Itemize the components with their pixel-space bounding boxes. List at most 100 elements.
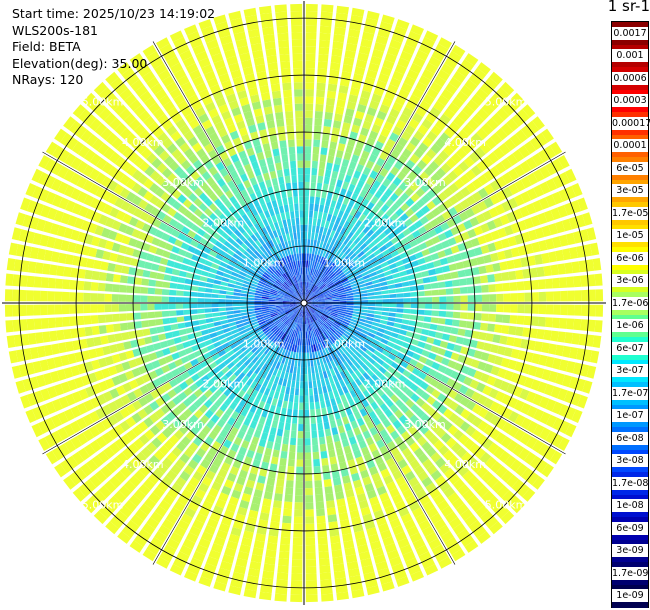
range-gate (250, 321, 259, 326)
range-gate (321, 286, 328, 292)
range-gate (330, 238, 336, 246)
range-gate (158, 524, 171, 537)
range-gate (313, 387, 318, 395)
range-gate (167, 389, 177, 399)
range-gate (299, 309, 302, 317)
range-gate (115, 385, 126, 396)
range-gate (304, 210, 309, 218)
range-gate (151, 360, 161, 369)
range-gate (379, 319, 388, 325)
range-gate (351, 124, 361, 134)
range-gate (434, 243, 444, 252)
range-gate (319, 443, 327, 452)
range-gate (378, 277, 387, 283)
range-gate (269, 309, 277, 312)
range-gate (62, 279, 71, 290)
range-gate (235, 558, 248, 568)
range-gate (376, 379, 385, 388)
range-gate (408, 224, 417, 233)
range-gate (434, 119, 447, 131)
range-gate (495, 465, 508, 479)
range-gate (386, 424, 396, 434)
range-gate (389, 308, 397, 313)
range-gate (311, 225, 316, 233)
range-gate (307, 267, 310, 275)
range-gate (84, 269, 93, 280)
range-gate (467, 367, 477, 378)
range-gate (238, 399, 247, 408)
range-gate (146, 517, 160, 530)
range-gate (146, 76, 160, 89)
range-gate (451, 548, 466, 562)
ray (304, 62, 491, 303)
range-gate (399, 384, 409, 393)
range-gate (90, 282, 99, 291)
range-gate (201, 425, 212, 435)
range-gate (289, 444, 296, 453)
range-gate (313, 139, 321, 148)
range-gate (178, 349, 187, 358)
range-gate (179, 470, 191, 482)
range-gate (290, 437, 297, 446)
range-gate (317, 308, 324, 312)
range-gate (125, 350, 135, 360)
range-gate (233, 220, 241, 229)
range-gate (489, 304, 497, 312)
range-gate (291, 314, 297, 321)
range-gate (392, 327, 401, 334)
range-gate (348, 199, 356, 208)
range-gate (265, 357, 272, 365)
range-gate (365, 192, 374, 201)
range-gate (204, 379, 214, 389)
range-gate (290, 314, 296, 321)
range-gate (264, 149, 272, 159)
range-gate (140, 295, 148, 302)
range-gate (402, 550, 416, 562)
range-gate (133, 470, 146, 482)
range-gate (400, 324, 409, 330)
range-gate (374, 370, 383, 379)
range-gate (483, 197, 494, 209)
range-gate (113, 103, 127, 116)
range-gate (496, 107, 510, 121)
range-gate (330, 463, 339, 472)
range-gate (248, 331, 256, 338)
range-gate (340, 276, 347, 282)
range-gate (309, 307, 315, 313)
range-gate (247, 308, 255, 312)
range-gate (319, 204, 325, 213)
range-gate (498, 450, 511, 464)
range-gate (252, 323, 260, 329)
range-gate (265, 241, 272, 249)
ray (304, 303, 593, 394)
range-gate (296, 452, 304, 460)
range-gate (206, 77, 219, 88)
range-gate (404, 470, 416, 482)
range-gate (410, 309, 418, 315)
range-gate (202, 246, 212, 254)
range-gate (518, 447, 531, 461)
range-gate (346, 260, 354, 267)
range-gate (209, 404, 219, 414)
range-gate (380, 222, 389, 231)
range-gate (214, 474, 225, 485)
range-gate (213, 389, 223, 398)
range-gate (138, 484, 151, 496)
range-gate (504, 455, 517, 468)
range-gate (297, 445, 304, 453)
range-gate (314, 111, 323, 119)
range-gate (304, 388, 309, 396)
range-gate (379, 244, 388, 253)
range-gate (330, 200, 337, 208)
range-gate (338, 292, 346, 296)
range-gate (199, 237, 208, 246)
range-gate (525, 391, 537, 403)
range-gate (265, 549, 277, 558)
range-gate (64, 153, 77, 167)
range-gate (250, 280, 259, 285)
range-gate (165, 81, 178, 94)
range-gate (211, 542, 224, 554)
range-gate (292, 246, 296, 255)
range-gate (510, 348, 520, 359)
